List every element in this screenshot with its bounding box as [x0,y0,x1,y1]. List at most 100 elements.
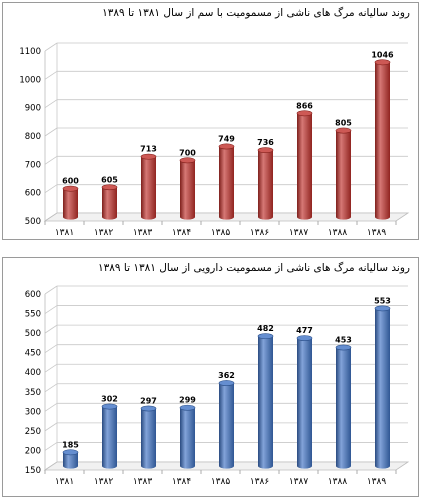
x-tick-label: ۱۳۸۲ [94,228,114,238]
data-label: 477 [296,326,313,335]
bar-body [297,338,312,469]
gridline-side [44,71,58,80]
bar-body [141,156,156,220]
bar-body [180,407,195,469]
gridline-side [44,363,58,373]
chart-title: روند سالیانه مرگ های ناشی از مسمومیت دار… [97,262,410,274]
x-tick-label: ۱۳۸۸ [328,477,348,487]
bar-top [335,344,352,351]
data-label: 482 [257,324,274,333]
bar-top [296,110,313,117]
bar-top [374,59,391,66]
y-tick-label: 700 [25,160,41,170]
gridline-side [44,285,58,295]
data-label: 700 [179,148,196,157]
bar [374,305,391,469]
gridline-side [44,156,58,165]
bar-top [62,185,79,192]
bar-top [218,380,235,386]
x-tick-label: ۱۳۸۶ [250,228,270,238]
data-label: 299 [179,396,196,405]
gridline-side [44,42,58,52]
y-tick-label: 500 [25,329,41,339]
y-tick-label: 250 [25,427,41,437]
y-tick-label: 600 [25,189,41,199]
bar [296,335,313,469]
y-tick-label: 900 [25,104,41,114]
gridline-side [44,127,58,137]
bar-chart-poison: 500 600 700 800 900 1000 1100 600 ۱۳۸۱ 605 ۱۳۸۲ 713… [19,42,410,238]
y-tick-label: 150 [25,466,41,476]
bar-top [257,147,274,154]
y-tick-label: 500 [25,217,41,227]
chart-panel-drug: روند سالیانه مرگ های ناشی از مسمومیت دار… [2,257,419,497]
y-tick-label: 550 [25,310,41,320]
bar-top [101,403,118,410]
bar [140,153,157,220]
data-label: 553 [374,296,391,305]
bar-chart-drug: 150 200 250 300 350 400 450 500 550 600 185 ۱۳۸۱ 302… [25,285,410,487]
bar [335,127,352,220]
bar-body [375,308,390,469]
data-label: 805 [335,119,352,128]
bar-body [63,452,78,469]
bar [62,449,79,469]
chart-panel-poison: روند سالیانه مرگ های ناشی از مسمومیت با … [2,2,419,240]
data-label: 605 [101,175,118,184]
y-tick-label: 400 [25,368,41,378]
gridline-side [44,305,58,314]
x-tick-label: ۱۳۸۷ [289,477,309,487]
x-tick-label: ۱۳۸۳ [133,477,153,487]
data-label: 297 [140,397,157,406]
bar-top [179,157,196,164]
bar-top [101,184,118,191]
data-label: 600 [62,177,79,186]
bar [101,403,118,469]
bar [374,59,391,220]
gridline-side [44,442,58,451]
y-tick-label: 600 [25,290,41,300]
x-tick-label: ۱۳۸۵ [211,228,231,238]
bar [335,344,352,469]
bar-top [140,153,157,160]
bar [140,405,157,469]
bar-body [180,160,195,220]
bar-top [140,405,157,412]
gridline-side [44,383,58,393]
data-label: 362 [218,371,235,380]
bar-top [179,404,196,411]
y-tick-label: 200 [25,446,41,456]
x-tick-label: ۱۳۸۵ [211,477,231,487]
bar-body [219,383,234,469]
x-tick-label: ۱۳۸۸ [328,228,348,238]
bar-body [258,336,273,469]
gridline-side [44,344,58,353]
bar-top [62,449,79,456]
y-tick-label: 1100 [19,47,41,57]
data-label: 185 [62,440,79,449]
bar-body [102,406,117,469]
bar-top [257,333,274,340]
x-tick-label: ۱۳۸۶ [250,477,270,487]
bar [257,333,274,469]
data-label: 1046 [371,50,394,59]
data-label: 749 [218,134,235,143]
data-label: 736 [257,138,274,147]
gridline-side [44,324,58,334]
bar-top [335,127,352,134]
y-tick-label: 300 [25,407,41,417]
x-tick-label: ۱۳۸۹ [367,228,387,238]
bar [296,110,313,220]
x-tick-label: ۱۳۸۲ [94,477,114,487]
bar-body [102,187,117,220]
x-tick-label: ۱۳۸۳ [133,228,153,238]
y-tick-label: 800 [25,132,41,142]
bar [218,143,235,220]
gridline-side [44,184,58,193]
bar-body [375,62,390,220]
bar-body [336,130,351,220]
data-label: 713 [140,145,157,154]
bar [257,147,274,220]
bar-body [141,408,156,469]
bar-top [218,143,235,150]
